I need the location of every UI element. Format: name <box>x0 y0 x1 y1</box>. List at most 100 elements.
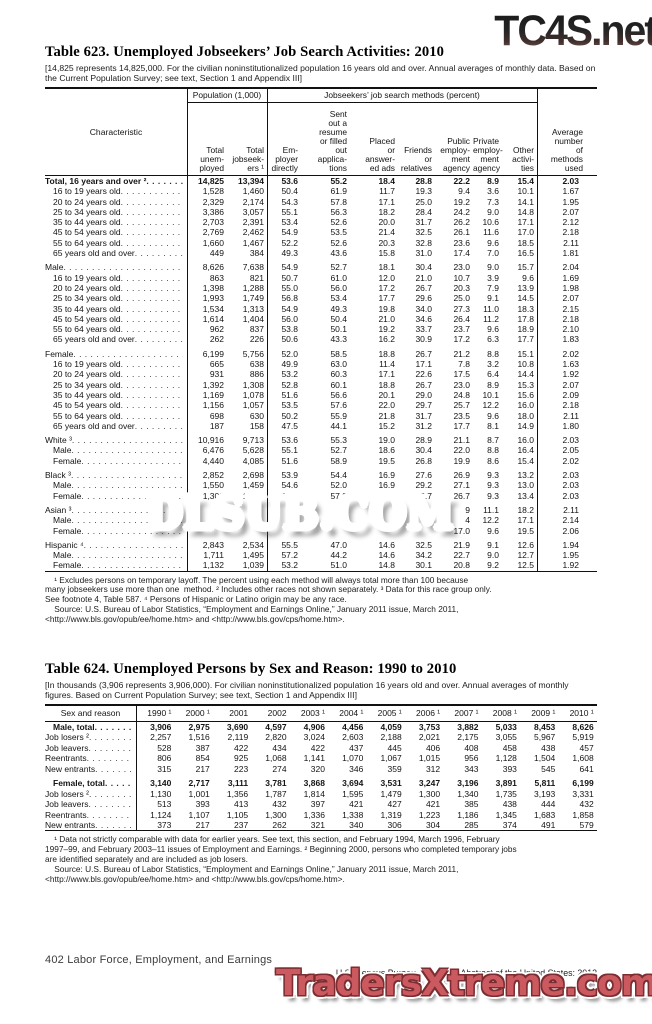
cell-value: 2.07 <box>562 379 579 390</box>
cell-value: 421 <box>349 799 364 810</box>
column-header-year: 2003 ¹ <box>300 708 325 718</box>
cell-value: 217 <box>195 763 210 774</box>
row-label: 35 to 44 years old <box>45 304 187 314</box>
cell-value: 1.95 <box>562 196 579 207</box>
cell-value: 10.7 <box>453 272 470 283</box>
row-label: Job leavers <box>45 799 136 809</box>
cell-value: 11.7 <box>379 186 395 197</box>
cell-value: 1,001 <box>188 788 210 799</box>
cell-value: 8.8 <box>487 445 499 456</box>
cell-value: 31.7 <box>415 410 432 421</box>
row-label: Male <box>45 445 187 455</box>
dot-leader <box>121 380 183 390</box>
cell-value: 17.5 <box>453 369 470 380</box>
cell-value: 1,404 <box>242 313 264 324</box>
table-row: Male 4 12.2 17.1 2.14 <box>45 515 597 525</box>
cell-value: 16.4 <box>517 445 534 456</box>
cell-value: 2,975 <box>188 722 210 732</box>
cell-value: 837 <box>249 324 264 335</box>
cell-value: 54.9 <box>281 227 298 238</box>
cell-value: 51.0 <box>330 560 347 571</box>
cell-value: 27.3 <box>453 303 470 314</box>
cell-value: 5,811 <box>534 778 556 789</box>
cell-value: 54.9 <box>281 262 298 273</box>
cell-value: 60.1 <box>330 379 347 390</box>
cell-value: 1,308 <box>242 379 264 390</box>
cell-value: 1,683 <box>534 809 556 820</box>
cell-value: 56.0 <box>330 282 347 293</box>
cell-value: 32.5 <box>415 539 432 550</box>
row-label: New entrants <box>45 820 136 830</box>
table-row: Female 6,199 5,756 52.0 58.5 18.8 26.7 21.2 8.8 1… <box>45 349 597 359</box>
cell-value: 2,462 <box>242 227 264 238</box>
column-header-total-unemployed: Total unem- ployed <box>199 145 224 173</box>
cell-value: 14.9 <box>517 420 534 431</box>
row-label: 25 to 34 years old <box>45 380 187 390</box>
cell-value: 1,479 <box>380 788 402 799</box>
dot-leader <box>121 390 183 400</box>
cell-value: 11.1 <box>483 504 499 515</box>
cell-value: 387 <box>195 742 210 753</box>
cell-value: 9.3 <box>487 470 499 481</box>
dot-leader <box>89 732 132 742</box>
table-624-body: Male, total 3,906 2,975 3,690 4,597 4,906 4,45… <box>45 722 597 832</box>
cell-value: 18.2 <box>378 206 395 217</box>
cell-value: 61.0 <box>330 272 347 283</box>
cell-value: 1,528 <box>202 186 224 197</box>
cell-value: 8.1 <box>487 420 499 431</box>
cell-value: 2,698 <box>242 470 264 481</box>
cell-value: 262 <box>272 820 287 831</box>
cell-value: 13.9 <box>517 282 534 293</box>
table-row: Asian ³ 9 11.1 18.2 2.11 <box>45 505 597 515</box>
cell-value: 31.7 <box>415 217 432 228</box>
cell-value: 2.11 <box>563 410 579 421</box>
cell-value: 26.7 <box>453 490 470 501</box>
cell-value: 449 <box>209 248 224 259</box>
cell-value: 1,345 <box>495 809 517 820</box>
table-row: 45 to 54 years old 1,614 1,404 56.0 50.4 21.0… <box>45 314 597 324</box>
cell-value: 340 <box>349 820 364 831</box>
cell-value: 8.9 <box>487 176 499 186</box>
cell-value: 306 <box>387 820 402 831</box>
cell-value: 1,313 <box>242 303 264 314</box>
table-row: 20 to 24 years old 931 886 53.2 60.3 17.1 22.6… <box>45 369 597 379</box>
cell-value: 26.7 <box>415 282 432 293</box>
cell-value: 1,858 <box>572 809 594 820</box>
dot-leader <box>121 324 183 334</box>
cell-value: 51.6 <box>281 455 298 466</box>
cell-value: 1,239 <box>227 491 267 501</box>
cell-value: 55.1 <box>281 445 298 456</box>
cell-value: 7.3 <box>487 196 499 207</box>
cell-value: 58.9 <box>330 455 347 466</box>
table-row: Male, total 3,906 2,975 3,690 4,597 4,906 4,45… <box>45 722 597 732</box>
cell-value: 2,717 <box>188 778 210 789</box>
cell-value: 438 <box>541 742 556 753</box>
cell-value: 1,550 <box>202 480 224 491</box>
column-header-year: 2001 <box>229 708 249 718</box>
source-attribution: U.S. Census Bureau, Statistical Abstract… <box>335 968 597 978</box>
cell-value: 55.2 <box>330 176 347 186</box>
cell-value: 22.6 <box>415 369 432 380</box>
cell-value: 18.1 <box>378 262 395 273</box>
cell-value: 15.6 <box>517 389 534 400</box>
cell-value: 15.8 <box>378 248 395 259</box>
cell-value: 8.7 <box>487 435 499 446</box>
cell-value: 17.8 <box>517 313 534 324</box>
cell-value: 23.6 <box>453 237 470 248</box>
cell-value: 6,199 <box>202 348 224 359</box>
dot-leader <box>121 217 183 227</box>
cell-value: 406 <box>425 742 441 753</box>
cell-value: 44.1 <box>330 420 347 431</box>
row-label: 65 years old and over <box>45 421 187 431</box>
cell-value: 10.1 <box>517 186 534 197</box>
cell-value: 10.1 <box>482 389 499 400</box>
column-header-sent-resume: Sent out a resume or filled out applica-… <box>317 109 347 173</box>
cell-value: 1,039 <box>242 560 264 571</box>
row-label: Male <box>45 515 187 525</box>
cell-value: 25.0 <box>453 293 470 304</box>
cell-value: 2,021 <box>418 732 441 743</box>
cell-value: 3,753 <box>418 722 441 732</box>
cell-value: 20.8 <box>453 560 470 571</box>
cell-value: 2.15 <box>562 303 579 314</box>
cell-value: 1,130 <box>150 788 172 799</box>
